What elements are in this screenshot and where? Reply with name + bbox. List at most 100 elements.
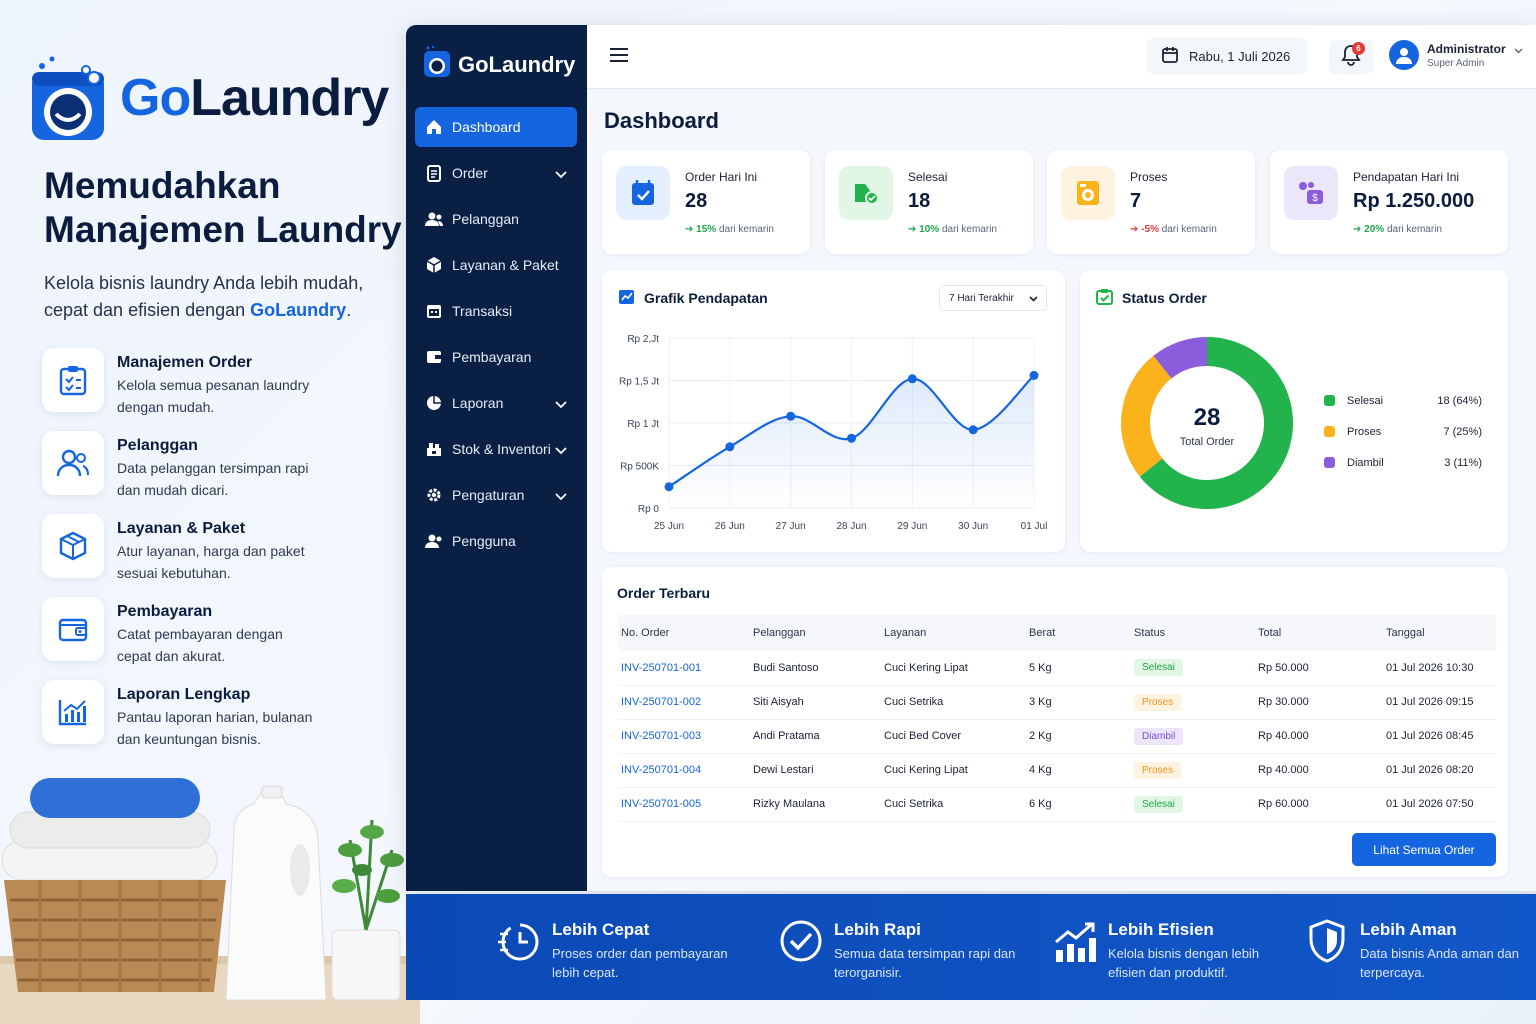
stat-label: Order Hari Ini [685, 170, 758, 184]
sidebar-item-pembayaran[interactable]: Pembayaran [415, 337, 577, 377]
users-icon [425, 210, 443, 228]
column-header[interactable]: No. Order [621, 627, 670, 639]
data-point[interactable] [664, 482, 674, 492]
table-row[interactable]: INV-250701-003 Andi Pratama Cuci Bed Cov… [618, 719, 1496, 754]
chevron-down-icon [555, 442, 567, 458]
see-all-orders-button[interactable]: Lihat Semua Order [1352, 833, 1496, 866]
notification-button[interactable]: 6 [1329, 40, 1373, 74]
data-point[interactable] [968, 425, 978, 435]
benefit-desc: Kelola bisnis dengan lebih efisien dan p… [1108, 946, 1260, 980]
sidebar-item-label: Dashboard [452, 119, 521, 135]
revenue-chart-card: Grafik Pendapatan 7 Hari Terakhir Rp 0 Rp… [602, 270, 1065, 552]
chevron-down-icon [1514, 41, 1523, 59]
column-header[interactable]: Pelanggan [753, 627, 806, 639]
wallet-icon [425, 348, 443, 366]
table-row[interactable]: INV-250701-002 Siti Aisyah Cuci Setrika … [618, 685, 1496, 720]
date-display[interactable]: Rabu, 1 Juli 2026 [1147, 38, 1307, 74]
sidebar-item-label: Pembayaran [452, 349, 532, 365]
stat-card-order-hari-ini[interactable]: Order Hari Ini 28 ➔ 15% dari kemarin [602, 150, 810, 254]
table-row[interactable]: INV-250701-001 Budi Santoso Cuci Kering … [618, 651, 1496, 686]
sidebar-item-dashboard[interactable]: Dashboard [415, 107, 577, 147]
data-point[interactable] [907, 374, 917, 384]
hamburger-menu-icon[interactable] [609, 47, 629, 68]
order-number-link[interactable]: INV-250701-005 [618, 787, 750, 822]
box-icon [425, 256, 443, 274]
column-header[interactable]: Status [1134, 627, 1166, 639]
x-tick-label: 26 Jun [715, 521, 745, 532]
sidebar-brand[interactable]: GoLaundry [422, 45, 575, 84]
cell-total: Rp 60.000 [1255, 787, 1383, 822]
column-header[interactable]: Tanggal [1386, 627, 1425, 639]
stat-delta: ➔ 10% dari kemarin [908, 224, 997, 235]
feature-desc: Catat pembayaran dengan cepat dan akurat… [117, 626, 283, 664]
sidebar-item-pengguna[interactable]: Pengguna [415, 521, 577, 561]
chart-icon [42, 680, 104, 744]
y-tick-label: Rp 1,5 Jt [619, 377, 659, 388]
order-number-link[interactable]: INV-250701-002 [618, 685, 750, 720]
sidebar-item-pelanggan[interactable]: Pelanggan [415, 199, 577, 239]
cell-total: Rp 40.000 [1255, 719, 1383, 754]
benefit-item: Lebih Efisien Kelola bisnis dengan lebih … [1050, 916, 1298, 982]
stat-card-proses[interactable]: Proses 7 ➔ -5% dari kemarin [1047, 150, 1255, 254]
laundry-illustration [0, 760, 420, 1024]
benefit-item: Lebih Cepat Proses order dan pembayaran l… [494, 916, 742, 982]
status-badge: Diambil [1134, 727, 1184, 745]
cell-date: 01 Jul 2026 10:30 [1383, 651, 1496, 686]
stat-card-pendapatan[interactable]: $ Pendapatan Hari Ini Rp 1.250.000 ➔ 20%… [1270, 150, 1508, 254]
order-number-link[interactable]: INV-250701-004 [618, 753, 750, 788]
feature-desc: Data pelanggan tersimpan rapi dan mudah … [117, 460, 309, 498]
cell-service: Cuci Setrika [881, 685, 1026, 720]
sidebar: GoLaundry Dashboard Order Pelanggan Laya… [406, 25, 587, 891]
column-header[interactable]: Total [1258, 627, 1282, 639]
feature-item: Layanan & Paket Atur layanan, harga dan p… [42, 514, 372, 581]
gear-icon [425, 486, 443, 504]
range-select[interactable]: 7 Hari Terakhir [939, 285, 1047, 311]
data-point[interactable] [786, 411, 796, 421]
recent-orders-card: Order Terbaru No. Order Pelanggan Layana… [602, 567, 1508, 877]
cell-service: Cuci Bed Cover [881, 719, 1026, 754]
feature-item: Manajemen Order Kelola semua pesanan laun… [42, 348, 372, 415]
stat-delta: ➔ 20% dari kemarin [1353, 224, 1442, 235]
data-point[interactable] [1029, 370, 1039, 380]
data-point[interactable] [847, 433, 856, 443]
stat-label: Proses [1130, 170, 1168, 184]
table-row[interactable]: INV-250701-005 Rizky Maulana Cuci Setrik… [618, 787, 1496, 822]
sidebar-item-laporan[interactable]: Laporan [415, 383, 577, 423]
cell-total: Rp 30.000 [1255, 685, 1383, 720]
user-name: Administrator [1427, 41, 1506, 56]
feature-item: Laporan Lengkap Pantau laporan harian, bu… [42, 680, 372, 747]
sidebar-item-pengaturan[interactable]: Pengaturan [415, 475, 577, 515]
order-number-link[interactable]: INV-250701-001 [618, 651, 750, 686]
chevron-down-icon [555, 166, 567, 182]
data-point[interactable] [725, 442, 735, 452]
donut-slice-diambil[interactable] [1153, 337, 1207, 379]
box-icon [42, 514, 104, 578]
y-tick-label: Rp 1 Jt [627, 419, 659, 430]
sidebar-nav: Dashboard Order Pelanggan Layanan & Pake… [415, 107, 577, 567]
cell-weight: 6 Kg [1026, 787, 1131, 822]
order-icon [425, 164, 443, 182]
sidebar-item-layanan-paket[interactable]: Layanan & Paket [415, 245, 577, 285]
legend-item-proses: Proses 7 (25%) [1324, 416, 1482, 447]
stat-card-selesai[interactable]: Selesai 18 ➔ 10% dari kemarin [825, 150, 1033, 254]
cell-status: Diambil [1131, 719, 1255, 754]
donut-slice-proses[interactable] [1121, 355, 1172, 477]
benefit-title: Lebih Cepat [552, 920, 650, 939]
legend-item-selesai: Selesai 18 (64%) [1324, 385, 1482, 416]
table-row[interactable]: INV-250701-004 Dewi Lestari Cuci Kering … [618, 753, 1496, 788]
washing-machine-logo-icon [422, 45, 452, 84]
sidebar-item-order[interactable]: Order [415, 153, 577, 193]
sidebar-item-label: Pengaturan [452, 487, 525, 503]
sidebar-item-stok-inventori[interactable]: Stok & Inventori [415, 429, 577, 469]
user-menu[interactable]: Administrator Super Admin [1389, 40, 1523, 70]
legend-item-diambil: Diambil 3 (11%) [1324, 447, 1482, 478]
status-badge: Proses [1134, 761, 1182, 779]
sidebar-item-transaksi[interactable]: Transaksi [415, 291, 577, 331]
column-header[interactable]: Berat [1029, 627, 1056, 639]
cell-customer: Budi Santoso [750, 651, 881, 686]
status-badge: Selesai [1134, 795, 1183, 813]
donut-slice-selesai[interactable] [1139, 337, 1293, 509]
column-header[interactable]: Layanan [884, 627, 927, 639]
order-number-link[interactable]: INV-250701-003 [618, 719, 750, 754]
cell-total: Rp 50.000 [1255, 651, 1383, 686]
